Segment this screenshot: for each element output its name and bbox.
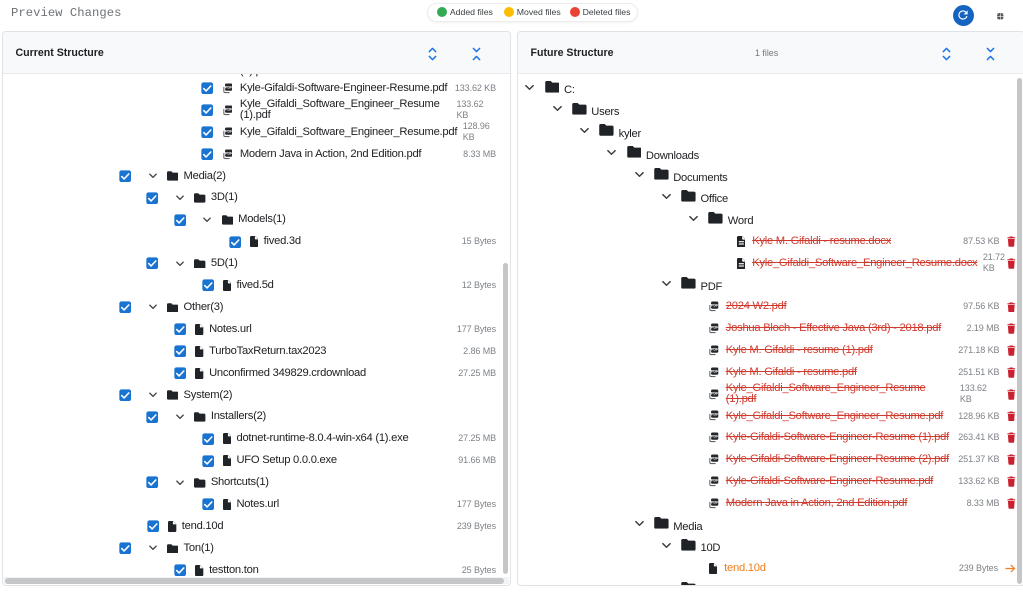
svg-text:PDF: PDF xyxy=(224,151,232,155)
svg-text:PDF: PDF xyxy=(711,304,719,308)
svg-text:PDF: PDF xyxy=(711,391,719,395)
svg-text:PDF: PDF xyxy=(711,457,719,461)
svg-text:PDF: PDF xyxy=(711,435,719,439)
svg-text:PDF: PDF xyxy=(224,129,232,133)
svg-text:PDF: PDF xyxy=(711,478,719,482)
svg-text:PDF: PDF xyxy=(711,413,719,417)
svg-text:PDF: PDF xyxy=(711,326,719,330)
svg-text:PDF: PDF xyxy=(224,85,232,89)
svg-text:PDF: PDF xyxy=(711,369,719,373)
svg-text:PDF: PDF xyxy=(224,107,232,111)
svg-text:PDF: PDF xyxy=(711,500,719,504)
svg-text:PDF: PDF xyxy=(711,347,719,351)
